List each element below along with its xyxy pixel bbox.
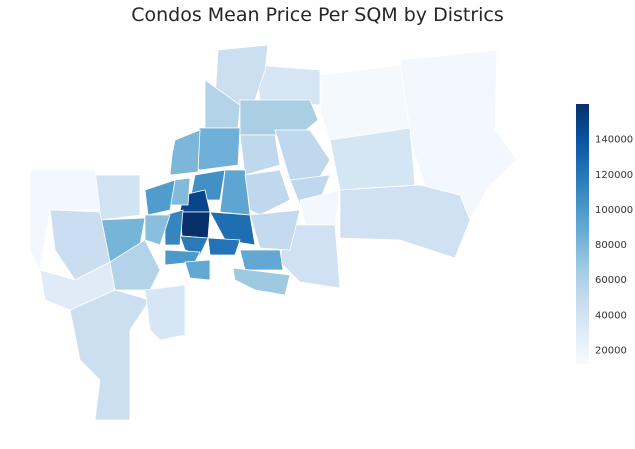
district-region	[169, 129, 201, 176]
colorbar-tick-label: 80000	[595, 240, 627, 251]
district-region	[109, 239, 161, 291]
district-region	[329, 127, 416, 191]
district-region	[274, 129, 331, 186]
colorbar-tick-label: 120000	[595, 170, 633, 181]
district-region	[249, 209, 301, 251]
district-region	[144, 179, 176, 216]
district-region	[239, 134, 281, 176]
district-region	[164, 209, 184, 246]
district-region	[339, 184, 471, 259]
colorbar-tick-label: 40000	[595, 310, 627, 321]
district-region	[244, 169, 291, 216]
colorbar-tick-label: 20000	[595, 345, 627, 356]
district-region	[209, 211, 256, 246]
colorbar-tick-label: 140000	[595, 135, 633, 146]
colorbar-gradient	[576, 104, 589, 364]
district-region	[69, 289, 151, 421]
district-region	[399, 49, 518, 221]
colorbar-tick-label: 60000	[595, 275, 627, 286]
district-region	[184, 259, 211, 281]
district-region	[232, 267, 291, 296]
district-region	[29, 169, 101, 272]
district-region	[144, 284, 186, 341]
district-region	[239, 249, 284, 271]
district-region	[179, 235, 209, 256]
colorbar-tick-label: 100000	[595, 205, 633, 216]
district-region	[144, 214, 171, 246]
map-title: Condos Mean Price Per SQM by Districs	[131, 4, 504, 26]
district-region	[207, 237, 241, 256]
